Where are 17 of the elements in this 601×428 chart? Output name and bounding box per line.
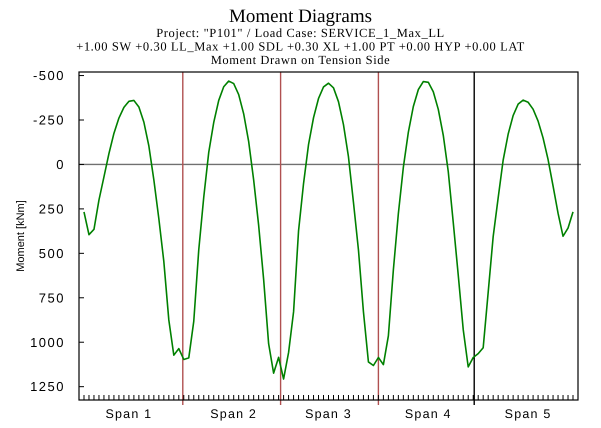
- y-tick-label: 750: [38, 290, 65, 306]
- y-tick-label: 250: [38, 201, 65, 216]
- chart-subtitle: Project: "P101" / Load Case: SERVICE_1_Max_LL +1.00 SW +0.30 LL_Max +1.00 SDL +0.30 XL +1.00 PT +0.00 HYP +0.00 LAT Moment Drawn on Tension Side: [76, 26, 525, 67]
- y-tick-label: 1000: [30, 334, 65, 350]
- x-tick-label: Span 5: [504, 407, 552, 421]
- line-series: [83, 80, 574, 380]
- chart-title: Moment Diagrams: [228, 6, 372, 27]
- y-axis-title: Moment [kNm]: [15, 200, 27, 272]
- y-tick-label: 500: [38, 246, 65, 261]
- x-tick-label: Span 4: [404, 407, 452, 421]
- x-tick-label: Span 1: [105, 407, 152, 421]
- x-tick-label: Span 3: [305, 407, 352, 421]
- x-tick-label: Span 2: [210, 407, 258, 421]
- y-tick-label: -500: [32, 68, 65, 84]
- y-tick-label: -250: [32, 112, 65, 128]
- y-tick-label: 0: [56, 156, 65, 172]
- y-tick-label: 1250: [30, 379, 65, 394]
